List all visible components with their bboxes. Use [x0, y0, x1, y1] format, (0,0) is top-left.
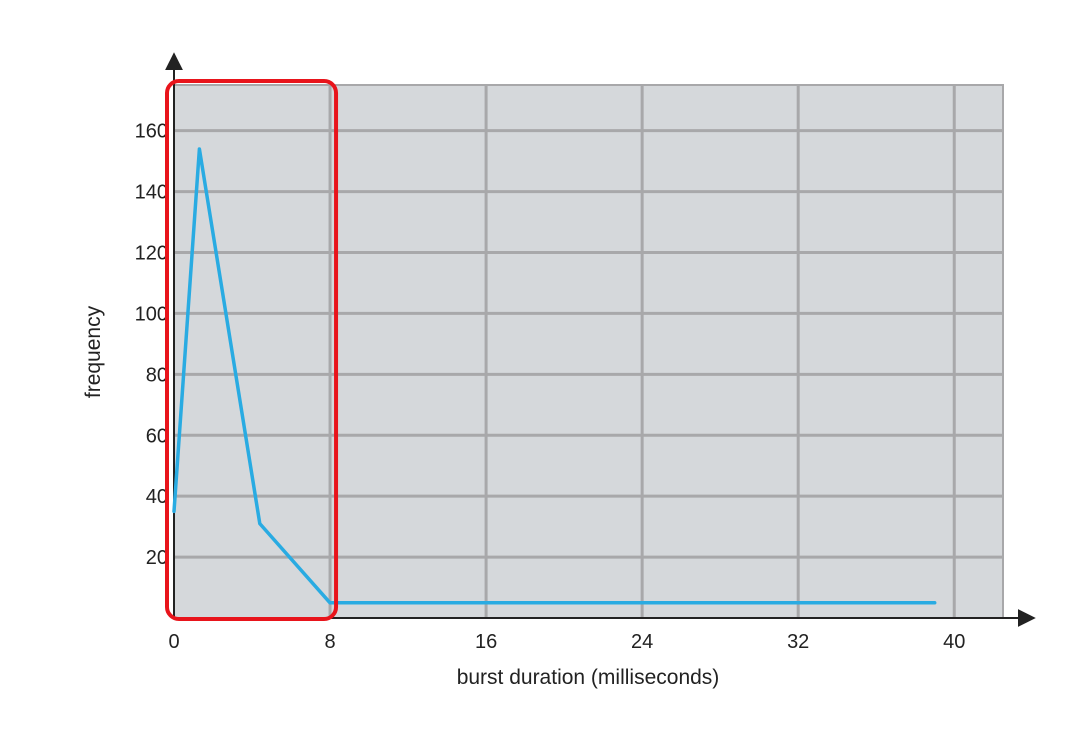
plot-area [173, 84, 1004, 619]
y-tick-label: 80 [146, 364, 168, 386]
y-tick-label: 40 [146, 486, 168, 508]
y-tick-label: 60 [146, 425, 168, 447]
grid [174, 85, 1003, 618]
y-tick-label: 100 [135, 303, 168, 325]
x-tick-label: 40 [943, 631, 965, 653]
x-axis-label: burst duration (milliseconds) [457, 666, 720, 689]
highlight-region [165, 79, 339, 621]
y-axis-label: frequency [82, 305, 105, 398]
series-layer [172, 147, 937, 605]
x-tick-label: 16 [475, 631, 497, 653]
x-tick-label: 24 [631, 631, 653, 653]
tick-labels: 0 8 16 24 32 40 20 40 60 80 100 120 140 160 [135, 121, 966, 653]
x-tick-label: 8 [324, 631, 335, 653]
y-tick-label: 20 [146, 547, 168, 569]
x-tick-label: 0 [168, 631, 179, 653]
y-tick-label: 120 [135, 243, 168, 265]
x-tick-label: 32 [787, 631, 809, 653]
series-line [172, 147, 937, 605]
y-tick-label: 140 [135, 182, 168, 204]
y-tick-label: 160 [135, 121, 168, 143]
